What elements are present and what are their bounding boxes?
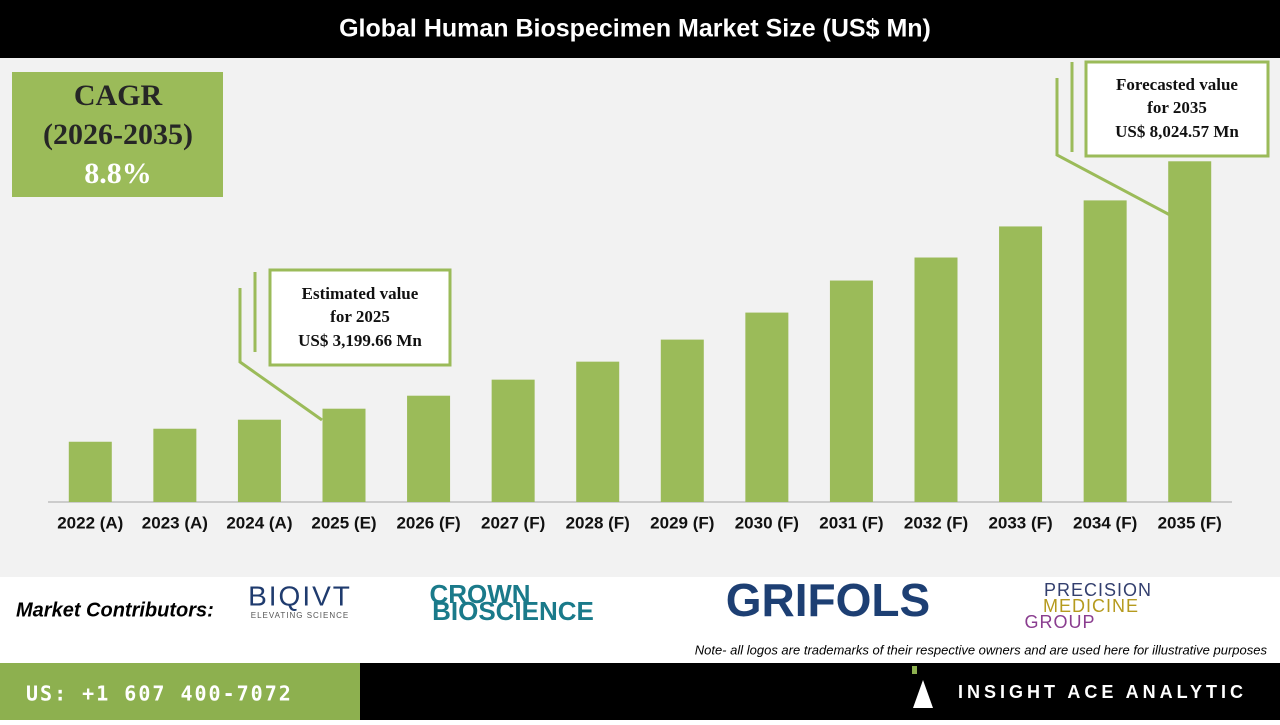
bar — [407, 395, 451, 502]
x-tick-label: 2023 (A) — [142, 513, 208, 532]
header-bar — [0, 0, 1280, 58]
logo-text: GRIFOLS — [726, 574, 930, 626]
bar — [153, 428, 197, 502]
logo-text: BIQIVT — [248, 580, 352, 611]
bar — [322, 408, 366, 502]
cagr-value: 8.8% — [84, 157, 152, 190]
bar — [660, 339, 704, 502]
brand-icon-dot — [912, 666, 917, 674]
phone-band — [0, 663, 360, 720]
bar — [745, 312, 789, 502]
bar — [829, 280, 873, 502]
bar — [491, 379, 535, 502]
callout-text: Estimated value — [302, 284, 419, 303]
cagr-box — [12, 72, 223, 197]
bar — [1083, 200, 1127, 502]
x-tick-label: 2022 (A) — [57, 513, 123, 532]
x-tick-label: 2031 (F) — [819, 513, 883, 532]
x-tick-label: 2029 (F) — [650, 513, 714, 532]
value-label: US$ 8,024.57 Mn — [1115, 122, 1239, 141]
x-tick-label: 2028 (F) — [566, 513, 630, 532]
callout-text: for 2025 — [330, 307, 390, 326]
contributors-band — [0, 577, 1280, 663]
logo-text: CROWN — [429, 579, 530, 609]
callout-box — [1084, 60, 1270, 158]
x-tick-label: 2030 (F) — [735, 513, 799, 532]
x-tick-label: 2025 (E) — [311, 513, 376, 532]
cagr-label: CAGR — [74, 79, 163, 112]
bar — [914, 257, 958, 502]
brand-band — [360, 663, 1280, 720]
brand: INSIGHT ACE ANALYTIC — [958, 682, 1247, 702]
contributors-label: Market Contributors: — [16, 599, 214, 621]
x-tick-label: 2027 (F) — [481, 513, 545, 532]
x-tick-label: 2034 (F) — [1073, 513, 1137, 532]
x-tick-label: 2033 (F) — [988, 513, 1052, 532]
bar — [999, 226, 1043, 502]
logo-text: PRECISION — [1044, 580, 1152, 600]
bar — [1168, 161, 1212, 502]
x-tick-label: 2026 (F) — [396, 513, 460, 532]
callout-connectors — [238, 62, 1171, 422]
logo-text: GROUP — [1024, 612, 1095, 632]
note: Note- all logos are trademarks of their … — [695, 642, 1268, 657]
callout-text: Forecasted value — [1116, 75, 1238, 94]
brand-icon — [913, 680, 933, 708]
x-tick-label: 2024 (A) — [226, 513, 292, 532]
bar — [576, 361, 620, 502]
callout-text: for 2035 — [1147, 98, 1207, 117]
value-label: US$ 3,199.66 Mn — [298, 331, 422, 350]
x-tick-label: 2035 (F) — [1158, 513, 1222, 532]
cagr-period: (2026-2035) — [43, 118, 193, 151]
callout-line — [1055, 78, 1171, 217]
callout-box — [268, 268, 452, 367]
chart-title: Global Human Biospecimen Market Size (US… — [339, 15, 931, 43]
phone: US: +1 607 400-7072 — [26, 682, 293, 706]
callout-line — [238, 288, 323, 422]
bar — [68, 441, 112, 502]
logo-text: MEDICINE — [1043, 596, 1139, 616]
bar — [237, 419, 281, 502]
logo-text: ELEVATING SCIENCE — [251, 611, 350, 620]
logo-text: BIOSCIENCE — [432, 596, 594, 626]
x-tick-label: 2032 (F) — [904, 513, 968, 532]
